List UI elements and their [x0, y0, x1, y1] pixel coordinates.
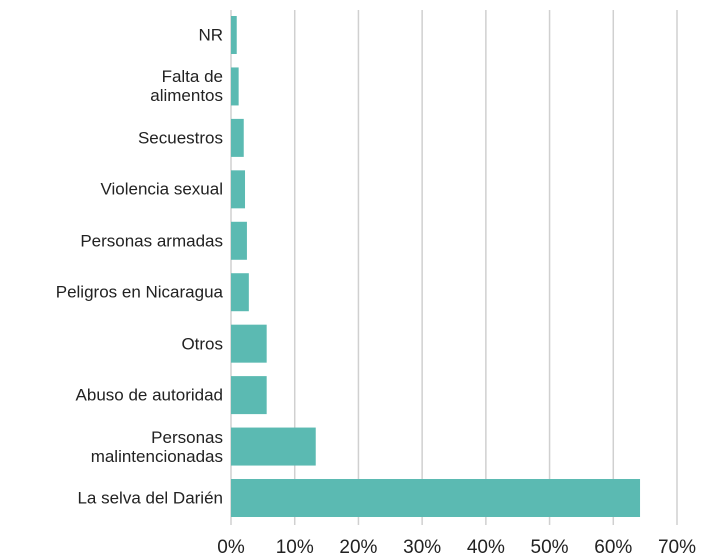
y-tick-label: Violencia sexual [100, 179, 223, 199]
bar [231, 118, 244, 157]
bar [231, 170, 246, 209]
bar [231, 376, 267, 415]
y-tick-label: Secuestros [137, 128, 223, 148]
y-tick-label: Falta de alimentos [150, 67, 223, 106]
bar [231, 273, 249, 312]
x-tick-label: 50% [531, 537, 569, 558]
x-tick-label: 70% [658, 537, 696, 558]
y-tick-label: Peligros en Nicaragua [55, 282, 223, 302]
x-tick-label: 10% [276, 537, 314, 558]
bar [231, 479, 641, 517]
bar [231, 16, 237, 54]
bar [231, 67, 239, 106]
y-tick-label: NR [198, 25, 223, 45]
y-tick-label: Personas malintencionadas [90, 427, 223, 466]
x-tick-label: 60% [594, 537, 632, 558]
x-tick-label: 40% [467, 537, 505, 558]
y-tick-label: Otros [181, 334, 223, 354]
x-tick-label: 20% [339, 537, 377, 558]
y-tick-label: Personas armadas [80, 231, 223, 251]
y-tick-label: La selva del Darién [77, 488, 223, 508]
bar [231, 324, 267, 363]
bar [231, 427, 316, 466]
x-tick-label: 30% [403, 537, 441, 558]
y-tick-label: Abuso de autoridad [75, 385, 223, 405]
x-tick-label: 0% [217, 537, 245, 558]
bar [231, 221, 247, 260]
